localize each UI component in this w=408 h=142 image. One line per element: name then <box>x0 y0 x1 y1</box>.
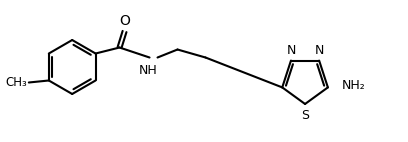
Text: S: S <box>301 109 309 122</box>
Text: O: O <box>119 13 130 28</box>
Text: N: N <box>315 44 324 57</box>
Text: NH₂: NH₂ <box>342 79 366 92</box>
Text: NH: NH <box>139 63 158 77</box>
Text: N: N <box>286 44 296 57</box>
Text: CH₃: CH₃ <box>5 76 27 89</box>
